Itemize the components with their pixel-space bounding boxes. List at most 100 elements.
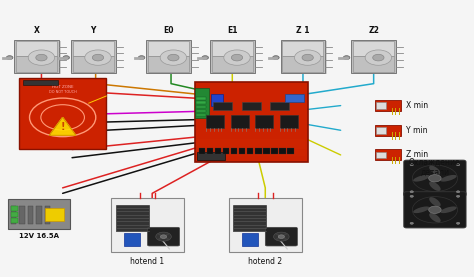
Bar: [285, 94, 304, 102]
Circle shape: [85, 50, 111, 65]
Text: E1: E1: [227, 26, 237, 35]
FancyBboxPatch shape: [16, 41, 61, 73]
Circle shape: [343, 56, 350, 60]
Circle shape: [273, 56, 279, 60]
Bar: [213, 102, 232, 110]
Text: E0: E0: [164, 26, 174, 35]
Text: Z2: Z2: [368, 26, 379, 35]
Circle shape: [138, 56, 145, 60]
Bar: [234, 204, 266, 231]
FancyBboxPatch shape: [282, 41, 327, 73]
Ellipse shape: [275, 233, 280, 235]
Circle shape: [92, 54, 104, 61]
Bar: [211, 94, 223, 106]
Circle shape: [36, 54, 47, 61]
Circle shape: [365, 50, 392, 65]
FancyBboxPatch shape: [14, 40, 59, 73]
Bar: [376, 152, 386, 158]
Ellipse shape: [429, 181, 441, 191]
Text: X: X: [34, 26, 40, 35]
FancyBboxPatch shape: [195, 82, 308, 162]
Circle shape: [202, 56, 209, 60]
Bar: [280, 115, 298, 129]
Bar: [196, 110, 206, 112]
Ellipse shape: [413, 206, 429, 213]
Circle shape: [456, 195, 460, 197]
FancyBboxPatch shape: [351, 40, 396, 73]
Circle shape: [231, 54, 243, 61]
FancyBboxPatch shape: [73, 56, 114, 72]
FancyBboxPatch shape: [281, 40, 325, 73]
Bar: [36, 206, 42, 224]
Ellipse shape: [158, 238, 162, 240]
Ellipse shape: [283, 238, 287, 240]
FancyBboxPatch shape: [211, 41, 256, 73]
Bar: [272, 148, 277, 154]
FancyBboxPatch shape: [73, 41, 117, 73]
Ellipse shape: [283, 233, 287, 235]
FancyBboxPatch shape: [111, 198, 184, 252]
Bar: [28, 206, 34, 224]
FancyBboxPatch shape: [265, 227, 297, 246]
Ellipse shape: [165, 233, 169, 235]
Circle shape: [273, 232, 289, 241]
Bar: [206, 115, 224, 129]
Circle shape: [224, 50, 250, 65]
FancyBboxPatch shape: [210, 40, 255, 73]
FancyBboxPatch shape: [148, 56, 189, 72]
Circle shape: [302, 54, 313, 61]
Bar: [255, 148, 262, 154]
FancyBboxPatch shape: [375, 150, 401, 160]
Text: Z 1: Z 1: [296, 26, 310, 35]
Bar: [11, 206, 18, 211]
FancyBboxPatch shape: [212, 56, 253, 72]
Ellipse shape: [275, 238, 280, 240]
FancyBboxPatch shape: [146, 40, 191, 73]
FancyBboxPatch shape: [147, 227, 180, 246]
FancyBboxPatch shape: [73, 41, 114, 56]
Text: X min: X min: [406, 101, 428, 110]
Text: Y min: Y min: [406, 126, 428, 135]
Ellipse shape: [429, 213, 441, 222]
Circle shape: [278, 235, 284, 238]
Text: hotend 2: hotend 2: [248, 257, 283, 266]
Circle shape: [410, 191, 413, 193]
Bar: [197, 152, 225, 160]
Bar: [196, 114, 206, 117]
Bar: [279, 148, 285, 154]
Bar: [242, 233, 258, 246]
Circle shape: [63, 56, 70, 60]
FancyBboxPatch shape: [9, 199, 70, 229]
Circle shape: [456, 222, 460, 224]
Circle shape: [410, 164, 413, 166]
Ellipse shape: [413, 175, 429, 182]
Ellipse shape: [429, 197, 441, 207]
FancyBboxPatch shape: [148, 41, 189, 56]
Text: hotend 1: hotend 1: [130, 257, 164, 266]
FancyBboxPatch shape: [283, 41, 323, 56]
FancyBboxPatch shape: [19, 78, 106, 150]
Ellipse shape: [440, 175, 456, 182]
Text: DO NOT TOUCH: DO NOT TOUCH: [49, 90, 76, 94]
Bar: [11, 212, 18, 217]
Bar: [223, 148, 229, 154]
FancyBboxPatch shape: [375, 100, 401, 111]
Bar: [124, 233, 140, 246]
Bar: [11, 218, 18, 223]
Bar: [270, 102, 289, 110]
Text: !: !: [60, 122, 65, 132]
Bar: [196, 106, 206, 108]
FancyBboxPatch shape: [212, 41, 253, 56]
Bar: [255, 115, 273, 129]
Bar: [264, 148, 270, 154]
FancyBboxPatch shape: [375, 125, 401, 136]
Text: Охлаждение
детали: Охлаждение детали: [409, 158, 461, 177]
FancyBboxPatch shape: [353, 41, 398, 73]
Text: 12V 16.5A: 12V 16.5A: [19, 233, 59, 239]
Circle shape: [456, 164, 460, 166]
FancyBboxPatch shape: [16, 41, 57, 56]
Bar: [231, 115, 249, 129]
Ellipse shape: [440, 206, 456, 213]
Circle shape: [160, 235, 167, 238]
Bar: [45, 208, 64, 221]
